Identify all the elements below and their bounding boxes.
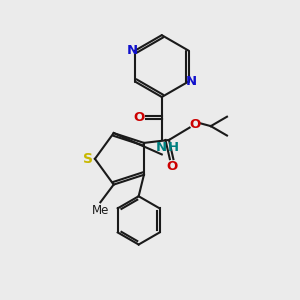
Text: S: S [83, 152, 94, 166]
Text: N: N [127, 44, 138, 57]
Text: N: N [186, 75, 197, 88]
Text: N: N [156, 141, 167, 154]
Text: O: O [166, 160, 178, 173]
Text: H: H [167, 141, 178, 154]
Text: O: O [134, 111, 145, 124]
Text: O: O [190, 118, 201, 131]
Text: Me: Me [92, 204, 109, 217]
